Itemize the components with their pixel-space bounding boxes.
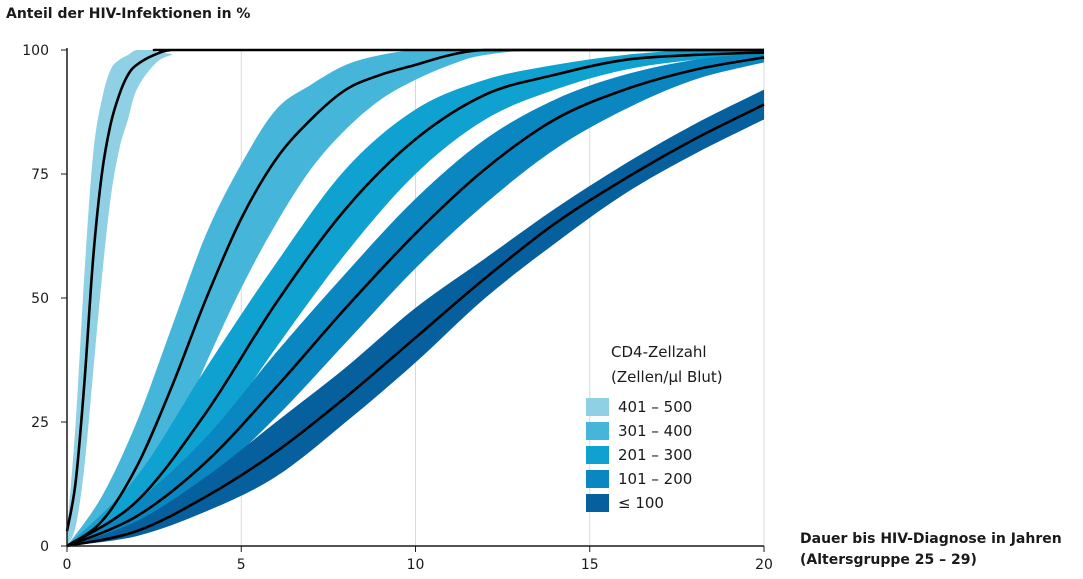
y-tick-label: 100 (22, 43, 49, 59)
legend-entry-label: 401 – 500 (618, 398, 692, 416)
legend-swatch (586, 494, 609, 512)
x-axis-title-line2: (Altersgruppe 25 – 29) (800, 552, 977, 568)
legend-swatch (586, 398, 609, 416)
band-series-5 (67, 89, 764, 547)
legend-entry-label: 101 – 200 (618, 470, 692, 488)
y-tick-label: 50 (31, 291, 49, 307)
y-tick-label: 0 (40, 539, 49, 555)
x-tick-label: 20 (755, 557, 773, 573)
line-series-5 (66, 103, 765, 548)
x-tick-label: 10 (407, 557, 425, 573)
line-series-2 (66, 48, 764, 548)
y-axis-title: Anteil der HIV-Infektionen in % (6, 6, 251, 22)
band-series-3 (67, 50, 764, 546)
line-series-1 (65, 48, 764, 532)
legend-swatch (586, 422, 609, 440)
legend-entry-label: 201 – 300 (618, 446, 692, 464)
y-tick-label: 75 (31, 167, 49, 183)
band-series-4 (67, 52, 764, 546)
legend: CD4-Zellzahl (Zellen/µl Blut) 401 – 500 3… (586, 343, 723, 512)
legend-title-line1: CD4-Zellzahl (611, 343, 707, 361)
band-series-2 (67, 50, 764, 546)
legend-swatch (586, 446, 609, 464)
legend-swatch (586, 470, 609, 488)
confidence-bands (67, 50, 764, 547)
x-tick-label: 5 (237, 557, 246, 573)
x-axis-title-line1: Dauer bis HIV-Diagnose in Jahren (800, 531, 1062, 547)
series-lines (65, 48, 765, 548)
line-series-4 (66, 56, 765, 548)
x-tick-label: 15 (581, 557, 599, 573)
legend-entry-label: 301 – 400 (618, 422, 692, 440)
x-axis-title: Dauer bis HIV-Diagnose in Jahren (Alters… (800, 529, 1062, 571)
legend-title-line2: (Zellen/µl Blut) (611, 368, 723, 386)
legend-entry-label: ≤ 100 (618, 494, 664, 512)
line-series-3 (66, 51, 765, 548)
y-tick-label: 25 (31, 415, 49, 431)
x-tick-label: 0 (63, 557, 72, 573)
tick-labels: 0 5 10 15 20 0 25 50 75 100 (22, 43, 773, 573)
